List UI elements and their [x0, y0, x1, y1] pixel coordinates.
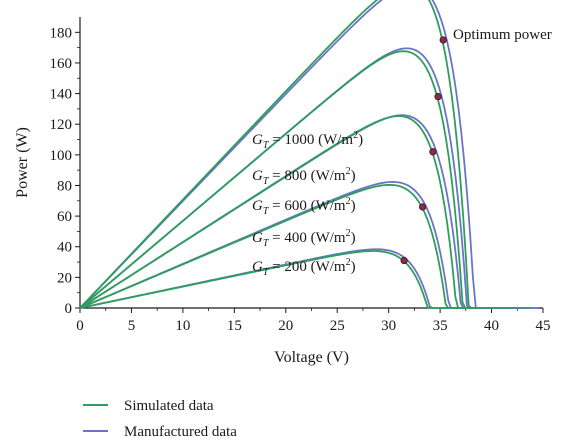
curve-label-text: = 600 (W/m	[268, 198, 346, 214]
x-tick-label: 5	[128, 318, 136, 334]
legend-label: Simulated data	[124, 398, 214, 414]
curve-label-sup: 2	[346, 228, 351, 239]
curve-label-g: G	[252, 259, 263, 275]
simulated-curve	[79, 250, 484, 309]
curve-label-g: G	[252, 168, 263, 184]
curve-label-sup: 2	[346, 166, 351, 177]
mpp-point	[434, 93, 442, 101]
y-tick-label: 120	[50, 117, 73, 133]
curve-label-text: = 400 (W/m	[268, 230, 346, 246]
curve-label: GT = 1000 (W/m2)	[252, 130, 363, 151]
curve-label-g: G	[252, 198, 263, 214]
curve-label-text: = 1000 (W/m	[268, 132, 353, 148]
curve-label-end: )	[358, 132, 363, 148]
curve-label-sub: T	[263, 176, 270, 187]
curve-label: GT = 800 (W/m2)	[252, 166, 356, 187]
x-tick-label: 25	[330, 318, 345, 334]
simulated-curve	[79, 50, 524, 309]
curve-label: GT = 400 (W/m2)	[252, 228, 356, 249]
x-axis-title: Voltage (V)	[274, 349, 349, 366]
y-tick-label: 40	[57, 240, 72, 256]
simulated-curve	[79, 0, 531, 309]
x-tick-label: 35	[433, 318, 448, 334]
x-tick-label: 30	[381, 318, 396, 334]
y-tick-label: 100	[50, 148, 73, 164]
legend: Simulated data Manufactured data	[83, 398, 237, 440]
axes: 0 5 10 15 20 25 30 35 40 45 0 20 40 60 80 100 120 140 160 1…	[14, 17, 551, 366]
curve-label: GT = 600 (W/m2)	[252, 196, 356, 217]
x-tick-label: 0	[76, 318, 84, 334]
curve-label-sub: T	[263, 238, 270, 249]
curve-label-sub: T	[263, 140, 270, 151]
curve-label-text: = 200 (W/m	[268, 259, 346, 275]
curve-label-g: G	[252, 230, 263, 246]
curve-label-sup: 2	[346, 196, 351, 207]
optimum-power-label: Optimum power	[453, 27, 552, 43]
mpp-point	[429, 148, 437, 156]
curve-label-end: )	[351, 168, 356, 184]
mpp-point	[419, 203, 427, 211]
curves	[79, 0, 539, 309]
x-tick-label: 15	[227, 318, 242, 334]
x-tick-label: 40	[484, 318, 499, 334]
curve-label-sup: 2	[353, 130, 358, 141]
simulated-curve	[79, 115, 516, 309]
y-axis-title: Power (W)	[14, 127, 31, 198]
curve-label: GT = 200 (W/m2)	[252, 257, 356, 278]
x-tick-label: 45	[536, 318, 551, 334]
y-tick-label: 180	[50, 25, 73, 41]
y-tick-label: 60	[57, 209, 72, 225]
mpp-point	[439, 36, 447, 44]
x-tick-label: 10	[175, 318, 190, 334]
curve-label-sub: T	[263, 267, 270, 278]
curve-label-end: )	[351, 230, 356, 246]
y-tick-label: 80	[57, 178, 72, 194]
simulated-curve	[79, 183, 504, 309]
y-tick-label: 140	[50, 87, 73, 103]
curve-label-text: = 800 (W/m	[268, 168, 346, 184]
curve-labels: GT = 1000 (W/m2)GT = 800 (W/m2)GT = 600 …	[252, 27, 552, 278]
mpp-markers	[400, 36, 447, 265]
curve-label-sub: T	[263, 206, 270, 217]
mpp-point	[400, 256, 408, 265]
legend-label: Manufactured data	[124, 424, 237, 440]
curve-label-g: G	[252, 132, 263, 148]
x-tick-label: 20	[278, 318, 293, 334]
y-tick-label: 160	[50, 56, 73, 72]
y-tick-label: 0	[65, 301, 73, 317]
curve-label-end: )	[351, 259, 356, 275]
curve-label-sup: 2	[346, 257, 351, 268]
curve-label-end: )	[351, 198, 356, 214]
y-tick-label: 20	[57, 270, 72, 286]
